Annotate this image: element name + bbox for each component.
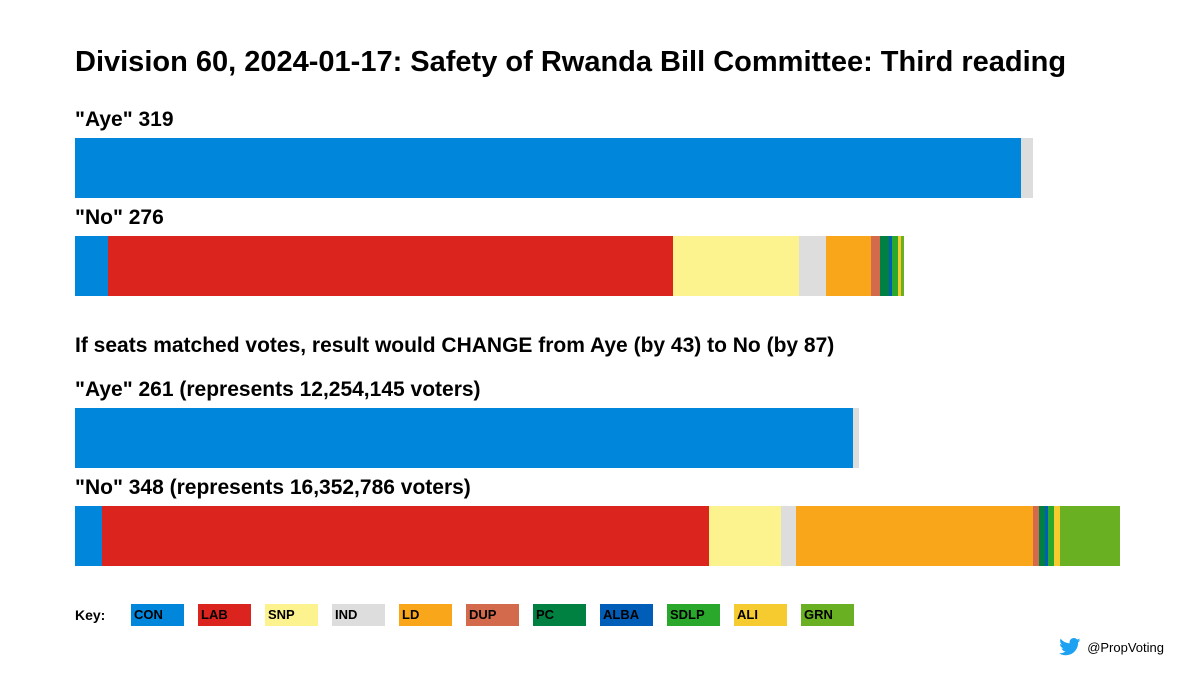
legend: Key: CON LAB SNP IND LD DUP PC ALBA SDLP ALI GRN	[75, 603, 868, 627]
chart-title: Division 60, 2024-01-17: Safety of Rwand…	[75, 46, 1067, 78]
bar-segment-dup	[1032, 506, 1039, 566]
legend-item-lab: LAB	[198, 604, 251, 626]
actual-aye-label: "Aye" 319	[75, 108, 174, 131]
credit-handle: @PropVoting	[1087, 639, 1164, 655]
legend-item-dup: DUP	[466, 604, 519, 626]
bar-segment-ld	[795, 506, 1033, 566]
legend-item-alba: ALBA	[600, 604, 653, 626]
legend-item-grn: GRN	[801, 604, 854, 626]
legend-item-con: CON	[131, 604, 184, 626]
bar-segment-lab	[102, 506, 709, 566]
proportional-no-bar	[75, 506, 1120, 566]
legend-item-ali: ALI	[734, 604, 787, 626]
legend-title: Key:	[75, 607, 106, 623]
proportional-no-label: "No" 348 (represents 16,352,786 voters)	[75, 476, 471, 499]
bar-segment-grn	[1059, 506, 1120, 566]
legend-item-ld: LD	[399, 604, 452, 626]
bar-segment-con	[75, 138, 1021, 198]
bar-segment-alba	[888, 236, 892, 296]
bar-segment-sdlp	[891, 236, 898, 296]
bar-segment-ali	[897, 236, 901, 296]
actual-no-bar	[75, 236, 904, 296]
credit: @PropVoting	[1059, 638, 1164, 656]
legend-item-pc: PC	[533, 604, 586, 626]
legend-items: CON LAB SNP IND LD DUP PC ALBA SDLP ALI GRN	[131, 604, 868, 626]
twitter-bird-icon	[1059, 638, 1081, 656]
bar-segment-lab	[108, 236, 673, 296]
proportional-aye-bar	[75, 408, 859, 468]
bar-segment-ind	[852, 408, 859, 468]
bar-segment-ind	[780, 506, 796, 566]
result-note: If seats matched votes, result would CHA…	[75, 334, 835, 357]
bar-segment-pc	[1038, 506, 1045, 566]
actual-no-label: "No" 276	[75, 206, 164, 229]
bar-segment-con	[75, 408, 853, 468]
bar-segment-ld	[825, 236, 871, 296]
proportional-aye-label: "Aye" 261 (represents 12,254,145 voters)	[75, 378, 481, 401]
bar-segment-dup	[870, 236, 880, 296]
bar-segment-ind	[1020, 138, 1033, 198]
bar-segment-con	[75, 506, 103, 566]
actual-aye-bar	[75, 138, 1033, 198]
legend-item-sdlp: SDLP	[667, 604, 720, 626]
bar-segment-snp	[672, 236, 799, 296]
legend-item-ind: IND	[332, 604, 385, 626]
bar-segment-pc	[879, 236, 889, 296]
legend-item-snp: SNP	[265, 604, 318, 626]
bar-segment-sdlp	[1047, 506, 1054, 566]
bar-segment-alba	[1044, 506, 1048, 566]
bar-segment-snp	[708, 506, 781, 566]
bar-segment-grn	[900, 236, 904, 296]
bar-segment-ali	[1053, 506, 1060, 566]
bar-segment-ind	[798, 236, 826, 296]
bar-segment-con	[75, 236, 109, 296]
